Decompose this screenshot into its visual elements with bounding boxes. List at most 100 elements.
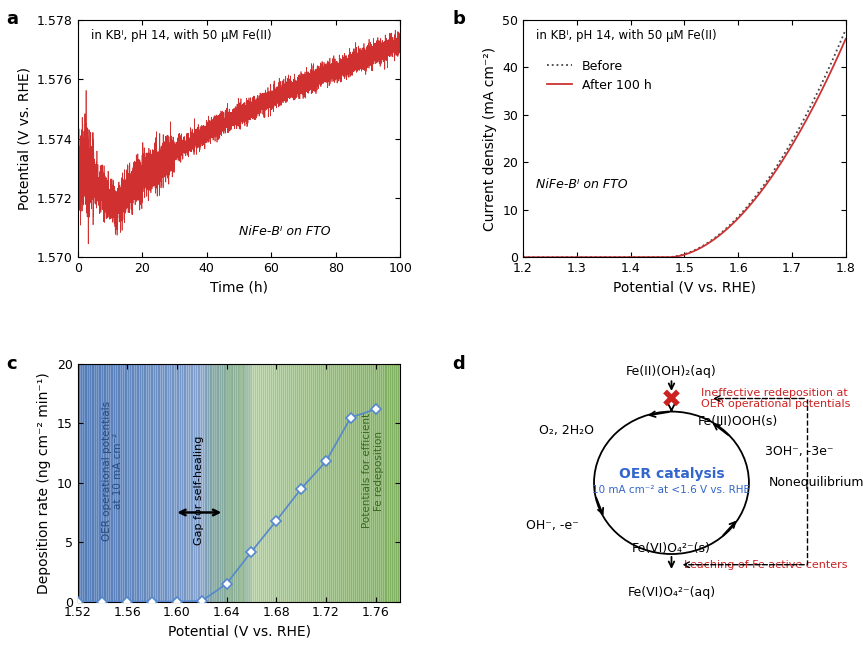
Bar <box>135 364 136 602</box>
Bar <box>95 364 97 602</box>
Bar <box>283 364 285 602</box>
Bar <box>388 364 390 602</box>
After 100 h <box>648 253 658 261</box>
X-axis label: Potential (V vs. RHE): Potential (V vs. RHE) <box>613 281 756 295</box>
Bar <box>307 364 309 602</box>
After 100 h <box>551 253 561 261</box>
Bar <box>249 364 251 602</box>
Legend: Before, After 100 h: Before, After 100 h <box>542 55 657 97</box>
Bar <box>140 364 142 602</box>
Bar <box>246 364 248 602</box>
Text: 10 mA cm⁻² at <1.6 V vs. RHE: 10 mA cm⁻² at <1.6 V vs. RHE <box>593 485 751 495</box>
Bar <box>102 364 104 602</box>
Bar <box>240 364 242 602</box>
Bar <box>78 364 79 602</box>
Bar <box>396 364 399 602</box>
Text: OER operational potentials
at 10 mA cm⁻²: OER operational potentials at 10 mA cm⁻² <box>102 401 123 541</box>
Bar <box>153 364 154 602</box>
Bar <box>347 364 349 602</box>
Bar <box>268 364 269 602</box>
Bar <box>362 364 365 602</box>
Bar <box>254 364 255 602</box>
Bar <box>329 364 331 602</box>
Bar <box>361 364 362 602</box>
Bar <box>228 364 230 602</box>
X-axis label: Potential (V vs. RHE): Potential (V vs. RHE) <box>167 625 311 639</box>
Bar <box>104 364 105 602</box>
Bar <box>201 364 203 602</box>
Bar <box>239 364 241 602</box>
Bar <box>305 364 307 602</box>
Bar <box>263 364 265 602</box>
Bar <box>275 364 277 602</box>
Text: Fe(VI)O₄²⁻(aq): Fe(VI)O₄²⁻(aq) <box>627 586 715 598</box>
Bar <box>189 364 191 602</box>
Bar <box>373 364 375 602</box>
Bar <box>198 364 199 602</box>
Bar <box>156 364 158 602</box>
Bar <box>379 364 381 602</box>
Text: c: c <box>7 354 17 373</box>
Bar <box>331 364 333 602</box>
Bar <box>124 364 126 602</box>
Bar <box>335 364 337 602</box>
Bar <box>367 364 369 602</box>
Bar <box>265 364 268 602</box>
Bar <box>387 364 388 602</box>
Bar <box>289 364 291 602</box>
Bar <box>255 364 257 602</box>
Bar <box>98 364 100 602</box>
Bar <box>191 364 192 602</box>
Bar <box>303 364 305 602</box>
Bar <box>309 364 311 602</box>
Y-axis label: Current density (mA cm⁻²): Current density (mA cm⁻²) <box>482 46 496 231</box>
Bar <box>182 364 184 602</box>
Bar <box>208 364 210 602</box>
Bar <box>241 364 243 602</box>
Bar <box>167 364 168 602</box>
Bar <box>138 364 140 602</box>
After 100 h <box>518 253 528 261</box>
Bar <box>369 364 370 602</box>
Bar <box>215 364 217 602</box>
Bar <box>222 364 224 602</box>
Bar <box>222 364 224 602</box>
After 100 h <box>841 35 851 43</box>
Before <box>775 156 785 164</box>
Before <box>551 253 561 261</box>
Bar <box>214 364 216 602</box>
Bar <box>148 364 149 602</box>
Bar <box>211 364 213 602</box>
Text: d: d <box>452 354 465 373</box>
Bar <box>196 364 198 602</box>
Bar <box>249 364 251 602</box>
Text: NiFe-Bᴵ on FTO: NiFe-Bᴵ on FTO <box>239 225 331 238</box>
Bar <box>287 364 289 602</box>
Bar <box>109 364 110 602</box>
Bar <box>327 364 329 602</box>
Bar <box>311 364 313 602</box>
Bar <box>213 364 215 602</box>
Bar <box>353 364 355 602</box>
Text: Fe(II)(OH)₂(aq): Fe(II)(OH)₂(aq) <box>626 365 717 377</box>
Bar <box>271 364 274 602</box>
Bar <box>224 364 225 602</box>
Bar <box>121 364 123 602</box>
Bar <box>184 364 186 602</box>
Bar <box>237 364 240 602</box>
Bar <box>323 364 325 602</box>
Text: OH⁻, -e⁻: OH⁻, -e⁻ <box>526 519 579 532</box>
Bar <box>208 364 210 602</box>
Bar <box>131 364 133 602</box>
Bar <box>133 364 135 602</box>
Bar <box>175 364 177 602</box>
Bar <box>285 364 287 602</box>
Before <box>518 253 528 261</box>
Bar <box>165 364 167 602</box>
Text: in KBᴵ, pH 14, with 50 μM Fe(II): in KBᴵ, pH 14, with 50 μM Fe(II) <box>91 29 271 42</box>
Bar <box>242 364 243 602</box>
Bar <box>356 364 359 602</box>
Bar <box>160 364 161 602</box>
Before <box>841 25 851 33</box>
Bar <box>79 364 81 602</box>
